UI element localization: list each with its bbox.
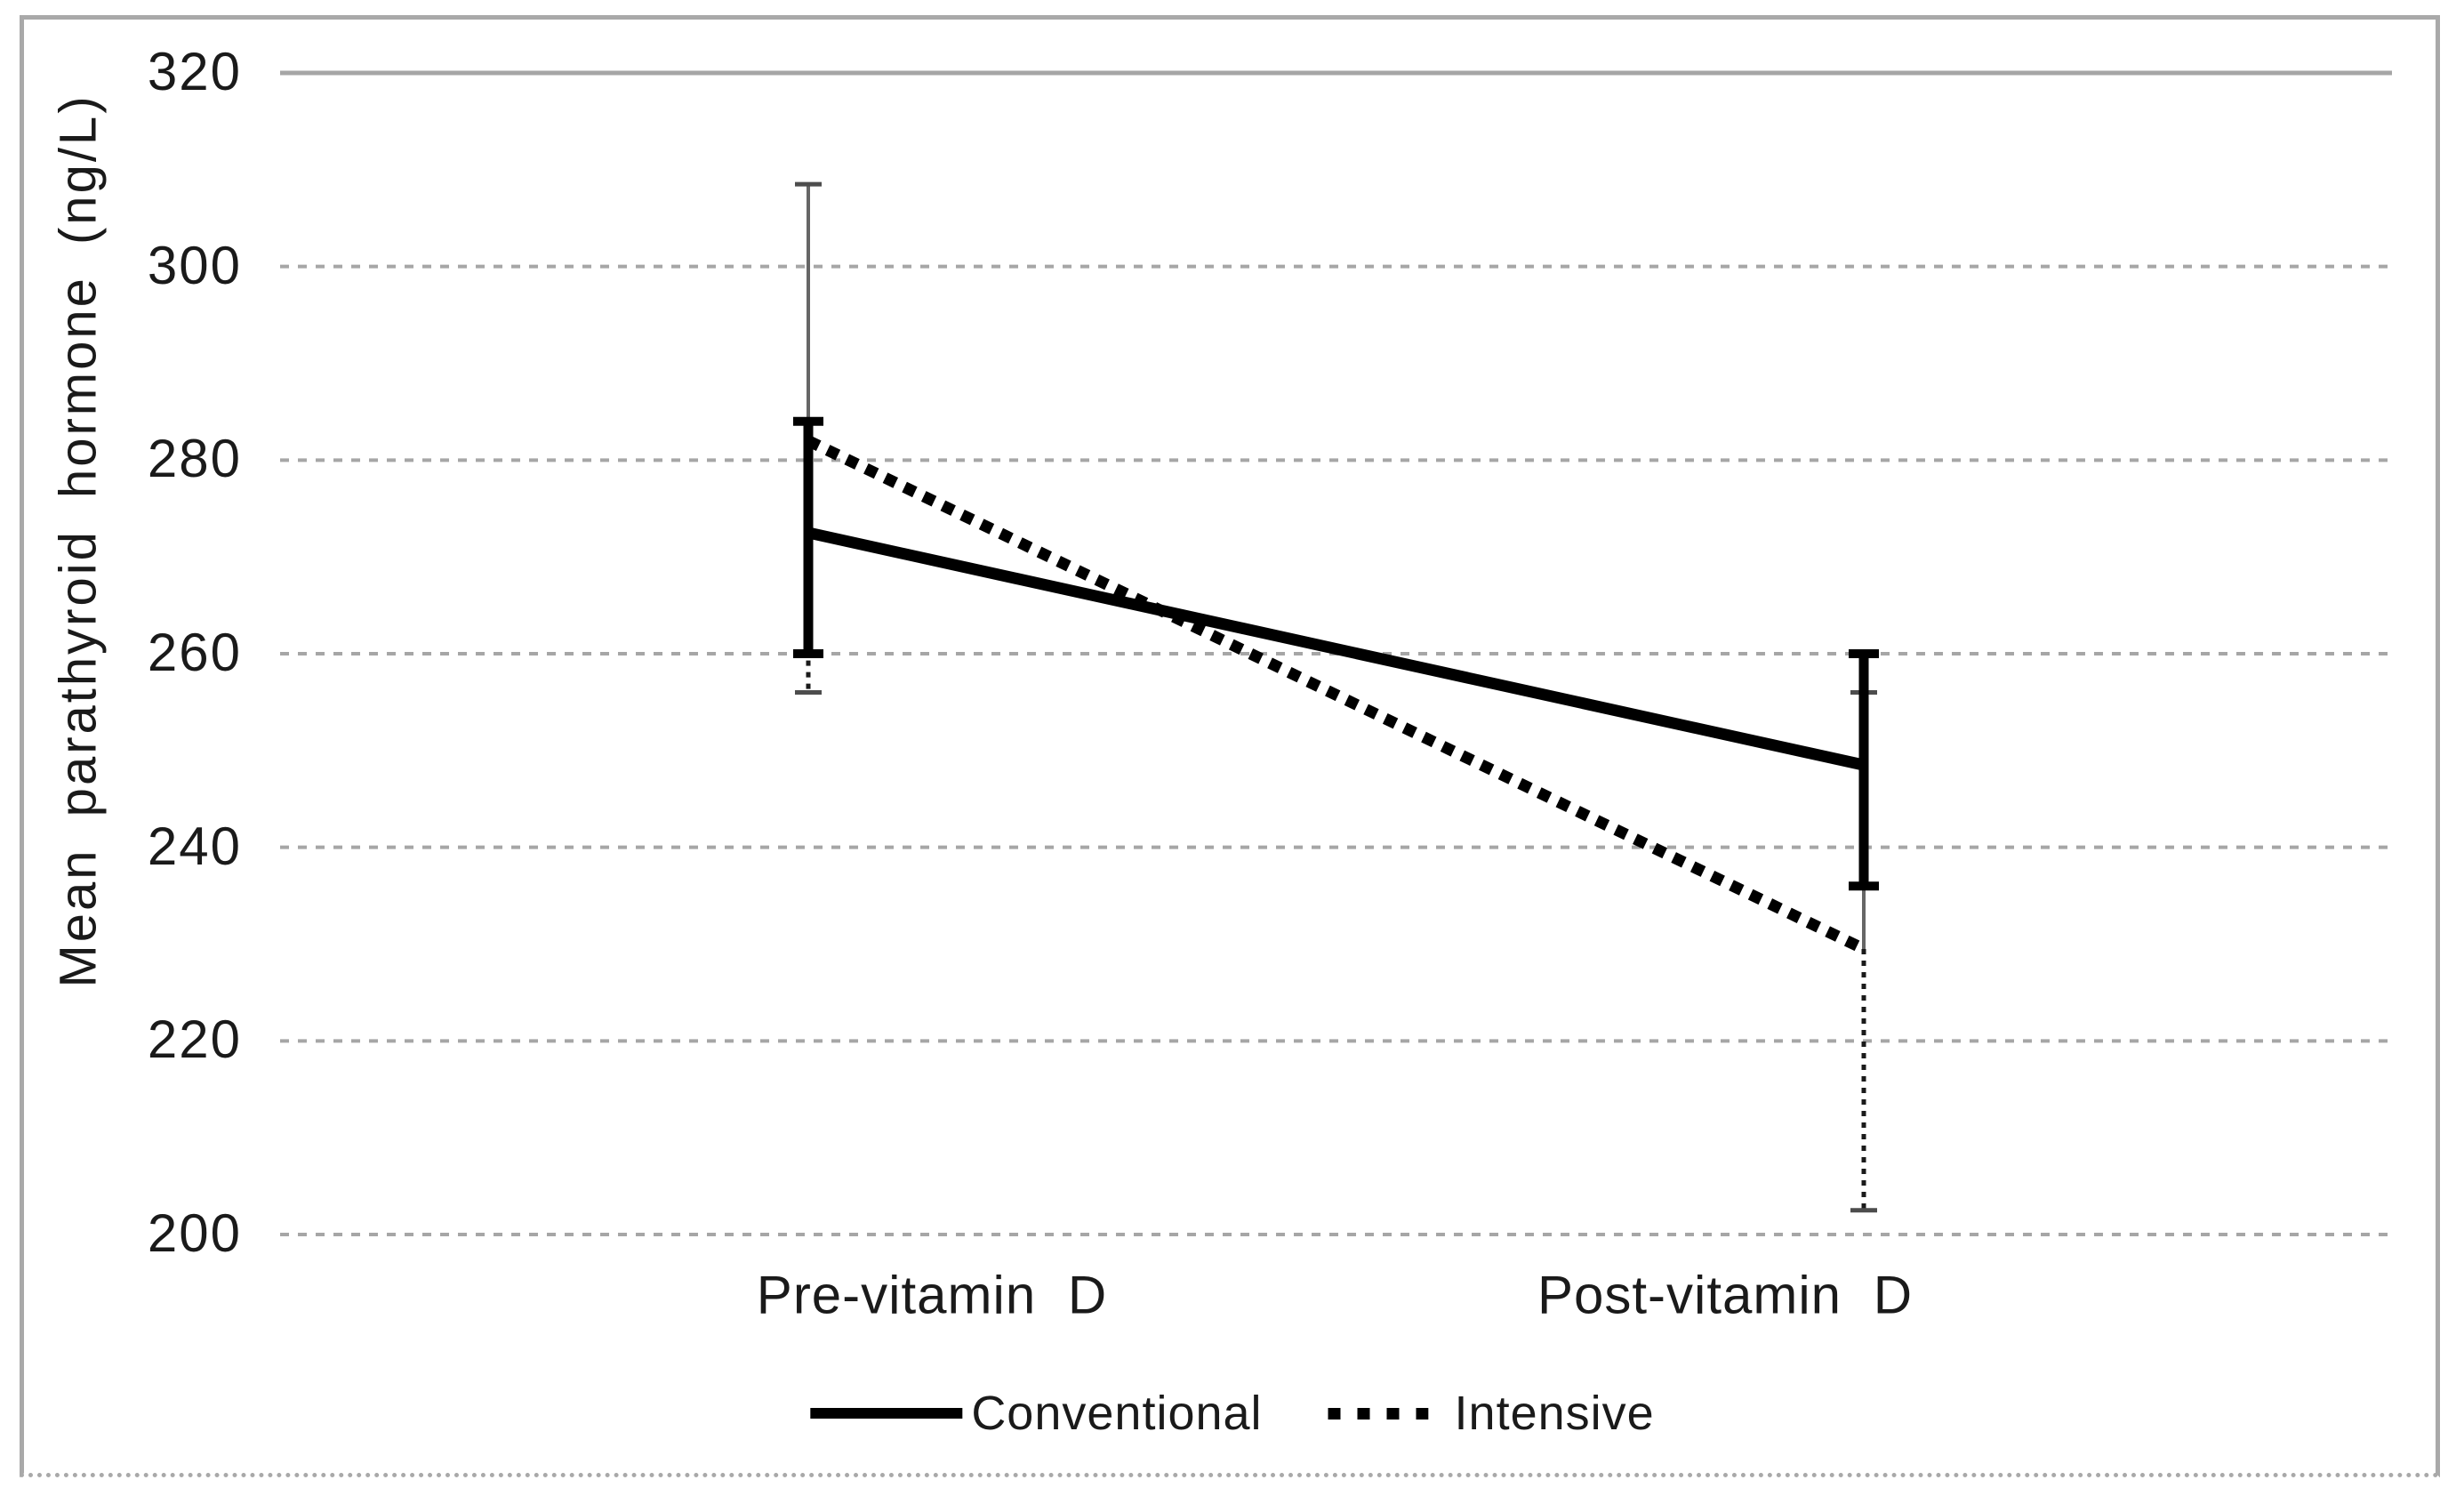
legend-label-conventional: Conventional [971,1387,1263,1440]
y-tick-label-200: 200 [147,1203,242,1264]
y-tick-label-320: 320 [147,42,242,102]
legend-item-conventional: Conventional [810,1386,1262,1441]
x-category-label-post: Post-vitamin D [1537,1265,1914,1325]
y-axis-title: Mean parathyroid hormone (ng/L) [49,93,108,988]
legend: Conventional Intensive [810,1386,1654,1441]
solid-line-sample [810,1408,963,1419]
y-tick-label-220: 220 [147,1009,242,1070]
dotted-line-sample [1328,1407,1429,1420]
y-tick-label-260: 260 [147,623,242,683]
intensive-series-line [806,435,1866,954]
x-category-label-pre: Pre-vitamin D [756,1265,1108,1325]
y-tick-label-240: 240 [147,816,242,876]
y-tick-label-300: 300 [147,235,242,295]
figure-frame [20,15,2440,1477]
legend-item-intensive: Intensive [1328,1386,1655,1441]
conventional-series-line [807,527,1866,771]
legend-label-intensive: Intensive [1454,1387,1655,1440]
y-tick-label-280: 280 [147,429,242,489]
